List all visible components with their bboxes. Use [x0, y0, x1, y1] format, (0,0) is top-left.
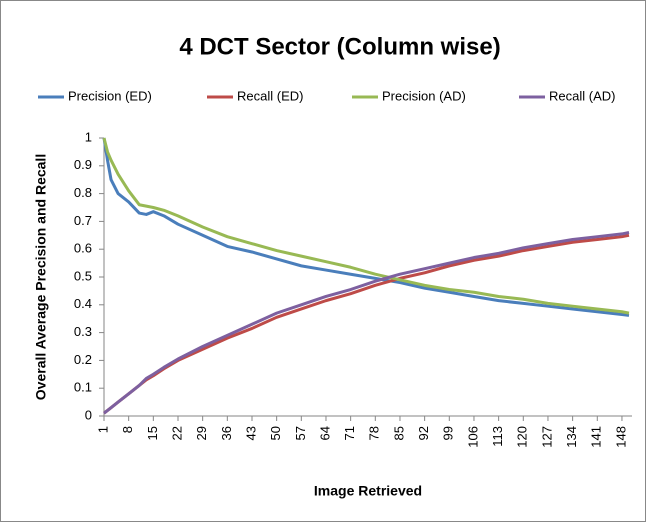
y-tick-label: 0.5	[74, 268, 92, 283]
x-tick-label: 22	[169, 426, 184, 440]
chart-title: 4 DCT Sector (Column wise)	[179, 33, 500, 60]
x-tick-label: 1	[95, 426, 110, 433]
x-tick-label: 120	[515, 426, 530, 448]
x-tick-label: 15	[145, 426, 160, 440]
y-tick-label: 0.9	[74, 157, 92, 172]
x-tick-label: 50	[268, 426, 283, 440]
x-tick-label: 8	[120, 426, 135, 433]
x-tick-label: 92	[416, 426, 431, 440]
x-tick-label: 43	[243, 426, 258, 440]
y-tick-label: 0.2	[74, 352, 92, 367]
series-line	[102, 137, 630, 315]
x-axis-title: Image Retrieved	[314, 483, 422, 499]
y-tick-label: 0.8	[74, 185, 92, 200]
legend-label: Recall (AD)	[549, 88, 615, 103]
x-tick-label: 64	[317, 426, 332, 440]
x-tick-label: 36	[219, 426, 234, 440]
x-tick-label: 78	[367, 426, 382, 440]
y-tick-label: 1	[85, 129, 92, 144]
y-tick-label: 0.6	[74, 241, 92, 256]
x-tick-label: 71	[342, 426, 357, 440]
legend-label: Recall (ED)	[237, 88, 303, 103]
y-tick-label: 0.7	[74, 213, 92, 228]
y-axis-title: Overall Average Precision and Recall	[33, 154, 49, 400]
x-tick-label: 85	[391, 426, 406, 440]
legend-label: Precision (AD)	[382, 88, 466, 103]
y-tick-label: 0.4	[74, 296, 92, 311]
x-tick-label: 127	[539, 426, 554, 448]
x-tick-label: 57	[293, 426, 308, 440]
x-tick-label: 148	[613, 426, 628, 448]
x-tick-label: 134	[564, 426, 579, 448]
legend-label: Precision (ED)	[68, 88, 152, 103]
y-tick-label: 0.1	[74, 380, 92, 395]
y-tick-label: 0	[85, 407, 92, 422]
x-tick-label: 29	[194, 426, 209, 440]
x-tick-label: 99	[441, 426, 456, 440]
x-tick-label: 106	[465, 426, 480, 448]
x-tick-label: 113	[490, 426, 505, 447]
y-tick-label: 0.3	[74, 324, 92, 339]
series-line	[103, 231, 630, 415]
x-tick-label: 141	[589, 426, 604, 448]
series-line	[102, 137, 630, 317]
